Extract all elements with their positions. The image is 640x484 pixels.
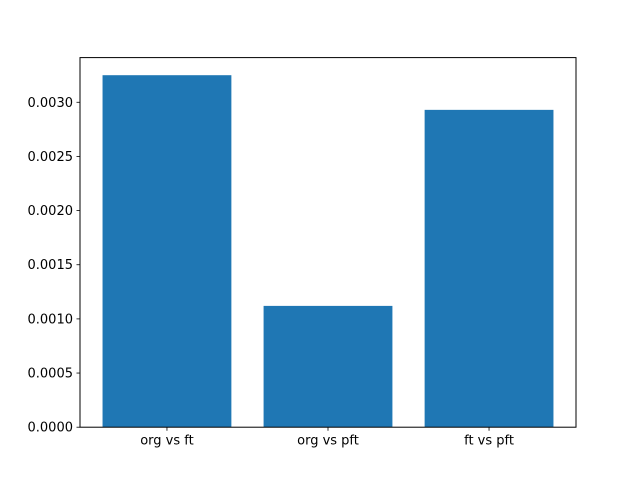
y-tick-label: 0.0000 bbox=[28, 421, 74, 436]
y-tick-label: 0.0030 bbox=[28, 96, 74, 111]
y-tick-label: 0.0025 bbox=[28, 150, 74, 165]
axes-spines bbox=[79, 57, 577, 428]
y-axis-group: 0.0000 0.0005 0.0010 0.0015 0.0020 0.0025 0.00… bbox=[28, 96, 80, 436]
x-tick-label: org vs ft bbox=[140, 434, 194, 449]
bar-org-vs-ft bbox=[102, 75, 232, 428]
y-tick-label: 0.0010 bbox=[28, 312, 74, 327]
y-tick-label: 0.0020 bbox=[28, 204, 74, 219]
y-tick-label: 0.0015 bbox=[28, 258, 74, 273]
x-axis-group: org vs ft org vs pft ft vs pft bbox=[140, 427, 514, 449]
bars-group bbox=[102, 75, 554, 428]
x-tick-label: org vs pft bbox=[297, 434, 359, 449]
bar-ft-vs-pft bbox=[424, 109, 554, 428]
bar-org-vs-pft bbox=[263, 305, 393, 428]
x-tick-label: ft vs pft bbox=[464, 434, 514, 449]
y-tick-label: 0.0005 bbox=[28, 367, 74, 382]
